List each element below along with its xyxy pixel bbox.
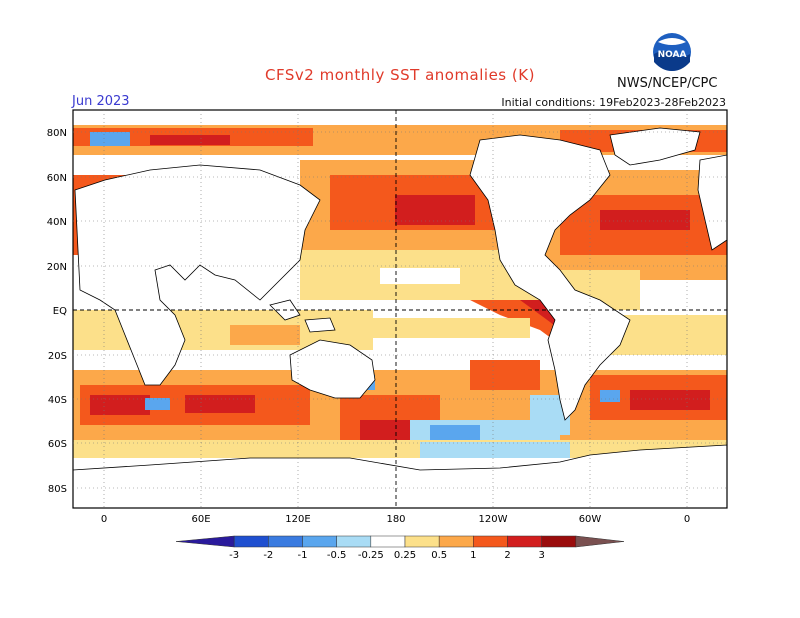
colorbar-swatch [473, 535, 508, 548]
colorbar-label: 1 [470, 550, 476, 561]
colorbar-swatch [370, 535, 406, 548]
colorbar-swatch [404, 535, 440, 548]
colorbar-swatch [507, 535, 542, 548]
lat-label: 80N [47, 128, 67, 139]
svg-text:NOAA: NOAA [658, 50, 687, 60]
colorbar-label: -0.25 [358, 550, 384, 561]
forecast-month: Jun 2023 [72, 94, 130, 109]
lon-label: 120W [479, 514, 508, 525]
colorbar-swatch [175, 535, 235, 548]
lat-label: 40S [48, 395, 67, 406]
latitude-labels: 80N 60N 40N 20N EQ 20S 40S 60S 80S [47, 128, 67, 495]
colorbar-label: -2 [263, 550, 273, 561]
colorbar-label: -0.5 [327, 550, 347, 561]
colorbar-label: 0.5 [431, 550, 447, 561]
colorbar-label: 3 [538, 550, 544, 561]
colorbar-swatch [302, 535, 337, 548]
map-title: CFSv2 monthly SST anomalies (K) [265, 66, 535, 84]
plot-frame [72, 109, 728, 509]
lat-label: 20N [47, 262, 67, 273]
gridlines [73, 110, 727, 508]
colorbar-swatch [575, 535, 625, 548]
lat-label: 80S [48, 484, 67, 495]
longitude-labels: 0 60E 120E 180 120W 60W 0 [101, 514, 690, 525]
colorbar-swatch [233, 535, 269, 548]
colorbar-swatch [268, 535, 303, 548]
lat-label: 60N [47, 173, 67, 184]
lon-label: 60E [191, 514, 210, 525]
colorbar-label: -3 [229, 550, 239, 561]
lon-label: 0 [684, 514, 690, 525]
organization-label: NWS/NCEP/CPC [617, 76, 718, 91]
colorbar-label: -1 [298, 550, 308, 561]
lon-label: 60W [579, 514, 602, 525]
initial-conditions: Initial conditions: 19Feb2023-28Feb2023 [501, 96, 726, 109]
noaa-logo: NOAA [653, 33, 691, 71]
continents [73, 127, 727, 508]
colorbar-swatch [336, 535, 372, 548]
colorbar-swatch [438, 535, 474, 548]
colorbar: -3 -2 -1 -0.5 -0.25 0.25 0.5 1 2 3 [175, 535, 625, 561]
lon-label: 0 [101, 514, 107, 525]
colorbar-label: 2 [504, 550, 510, 561]
lon-label: 120E [285, 514, 310, 525]
lat-label: 60S [48, 439, 67, 450]
anomaly-field [73, 110, 727, 508]
lon-label: 180 [386, 514, 405, 525]
colorbar-swatch [541, 535, 577, 548]
colorbar-label: 0.25 [394, 550, 416, 561]
lat-label: EQ [53, 306, 67, 317]
lat-label: 20S [48, 351, 67, 362]
lat-label: 40N [47, 217, 67, 228]
